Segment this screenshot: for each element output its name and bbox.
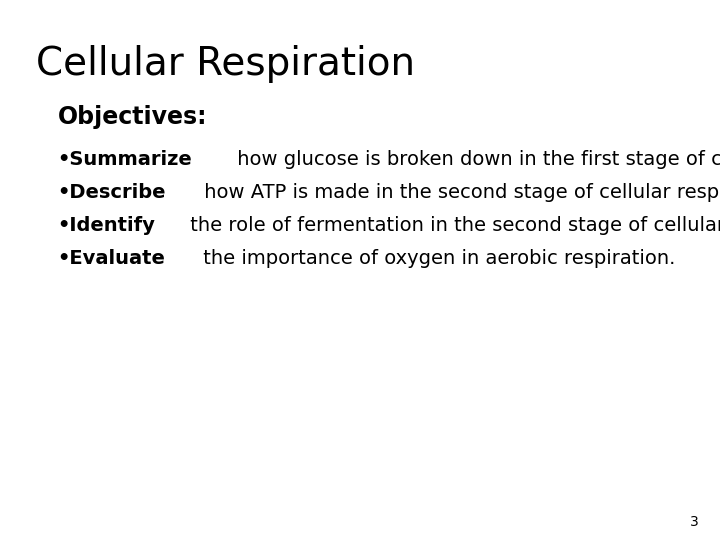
Text: Cellular Respiration: Cellular Respiration [36, 45, 415, 83]
Text: how glucose is broken down in the first stage of cellular respiration.: how glucose is broken down in the first … [231, 150, 720, 169]
Text: •Identify: •Identify [58, 216, 156, 235]
Text: •Describe: •Describe [58, 183, 166, 202]
Text: •Summarize: •Summarize [58, 150, 192, 169]
Text: the role of fermentation in the second stage of cellular respiration.: the role of fermentation in the second s… [184, 216, 720, 235]
Text: the importance of oxygen in aerobic respiration.: the importance of oxygen in aerobic resp… [197, 249, 675, 268]
Text: •Evaluate: •Evaluate [58, 249, 166, 268]
Text: how ATP is made in the second stage of cellular respiration.: how ATP is made in the second stage of c… [197, 183, 720, 202]
Text: 3: 3 [690, 515, 698, 529]
Text: Objectives:: Objectives: [58, 105, 207, 129]
